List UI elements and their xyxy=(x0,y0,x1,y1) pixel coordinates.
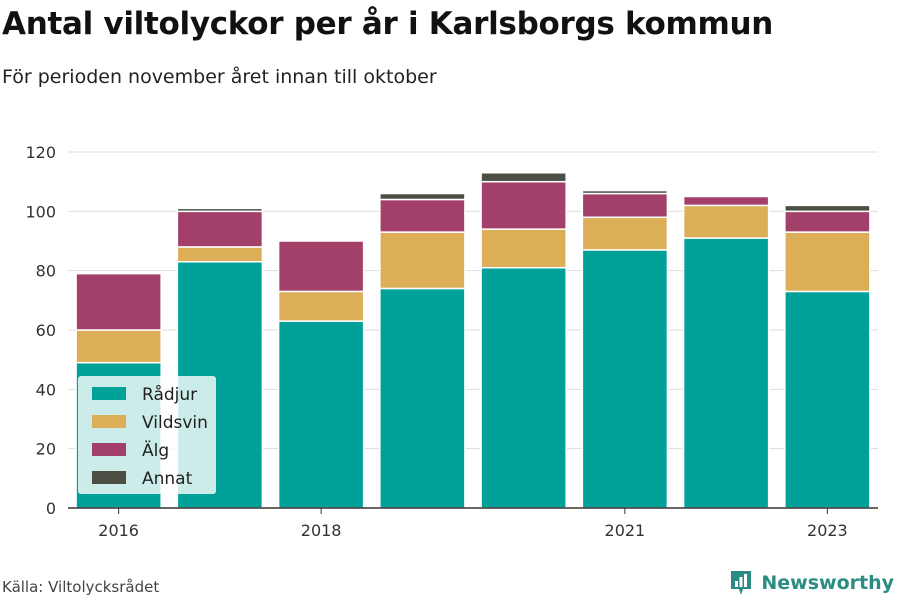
source-note: Källa: Viltolycksrådet xyxy=(2,578,160,596)
x-tick-label: 2023 xyxy=(807,521,848,540)
chart-subtitle: För perioden november året innan till ok… xyxy=(2,66,437,88)
bar-segment-vildsvin xyxy=(682,204,770,239)
y-tick-label: 40 xyxy=(36,380,56,399)
legend-swatch-älg xyxy=(92,443,126,456)
bar-segment-annat xyxy=(379,192,466,201)
bar-segment-älg xyxy=(379,198,466,233)
brand-logo: Newsworthy xyxy=(729,569,894,597)
bar-segment-rådjur xyxy=(480,266,567,509)
bar-segment-rådjur xyxy=(379,287,466,509)
brand-name: Newsworthy xyxy=(761,572,894,594)
y-tick-label: 0 xyxy=(46,499,56,518)
legend-label: Vildsvin xyxy=(142,413,208,433)
bar-segment-älg xyxy=(682,195,770,207)
bar-segment-älg xyxy=(176,210,264,248)
legend-label: Älg xyxy=(142,440,169,461)
y-tick-label: 120 xyxy=(25,143,56,162)
bar-segment-rådjur xyxy=(784,290,871,509)
bar-segment-vildsvin xyxy=(480,228,567,269)
y-tick-label: 100 xyxy=(25,202,56,221)
legend-box xyxy=(78,376,216,494)
x-tick-label: 2018 xyxy=(301,521,342,540)
legend-swatch-annat xyxy=(92,471,126,484)
bar-segment-annat xyxy=(176,207,264,213)
bar-segment-rådjur xyxy=(581,249,669,509)
x-tick-label: 2016 xyxy=(98,521,139,540)
bar-segment-vildsvin xyxy=(75,329,162,364)
bar-segment-älg xyxy=(784,210,871,233)
y-tick-label: 80 xyxy=(36,262,56,281)
bar-segment-annat xyxy=(480,172,567,183)
y-tick-label: 20 xyxy=(36,440,56,459)
legend-label: Rådjur xyxy=(142,384,197,405)
legend-swatch-vildsvin xyxy=(92,415,126,428)
bar-segment-vildsvin xyxy=(277,290,365,322)
bar-segment-älg xyxy=(277,240,365,293)
bar-segment-vildsvin xyxy=(784,231,871,293)
bar-segment-rådjur xyxy=(682,237,770,509)
bar-segment-vildsvin xyxy=(379,231,466,290)
bar-chart-logo-icon xyxy=(731,571,752,595)
y-tick-label: 60 xyxy=(36,321,56,340)
chart-title: Antal viltolyckor per år i Karlsborgs ko… xyxy=(2,6,774,42)
x-tick-label: 2021 xyxy=(605,521,646,540)
bar-segment-annat xyxy=(784,204,871,213)
bar-segment-älg xyxy=(75,272,162,331)
bar-segment-älg xyxy=(581,192,669,219)
legend-label: Annat xyxy=(142,469,193,489)
bar-segment-rådjur xyxy=(277,320,365,509)
legend-swatch-rådjur xyxy=(92,387,126,400)
bar-segment-vildsvin xyxy=(176,246,264,263)
bar-segment-annat xyxy=(581,189,669,195)
bar-segment-älg xyxy=(480,180,567,230)
bar-segment-vildsvin xyxy=(581,216,669,251)
